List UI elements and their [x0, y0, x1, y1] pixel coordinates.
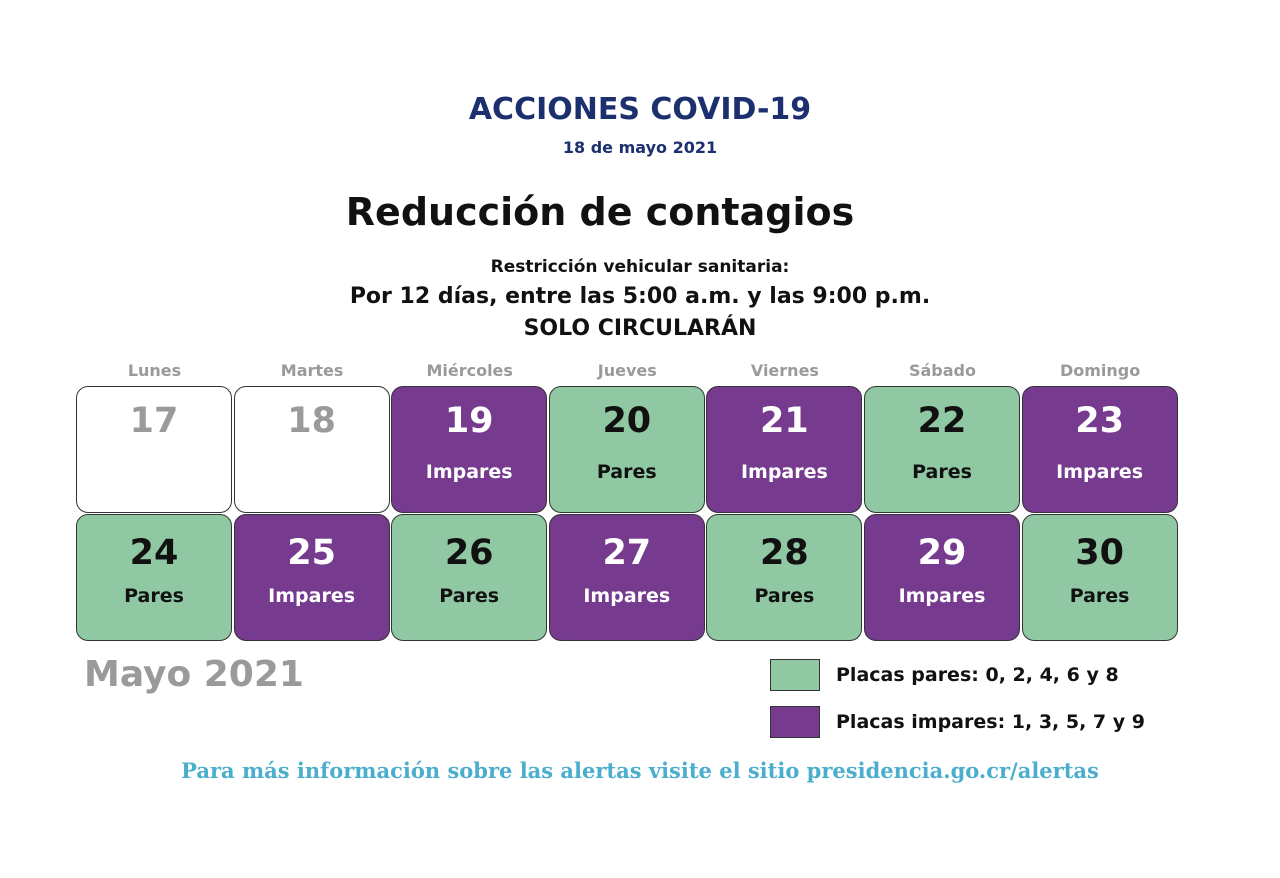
headline: Reducción de contagios — [345, 190, 855, 234]
day-name: Lunes — [127, 361, 182, 380]
legend-swatch-pares — [770, 659, 820, 691]
day-number: 22 — [917, 401, 967, 441]
date: 18 de mayo 2021 — [562, 138, 718, 157]
calendar-day-29: 29 Impares — [864, 514, 1020, 641]
day-number: 30 — [1075, 533, 1124, 573]
calendar-day-18: 18 — [233, 386, 390, 513]
plate-type-label: Pares — [124, 585, 184, 607]
day-number: 17 — [129, 401, 179, 441]
day-name: Domingo — [1059, 361, 1141, 380]
day-number: 26 — [444, 533, 494, 573]
calendar-day-19: 19 Impares — [391, 386, 548, 513]
calendar-day-30: 30 Pares — [1021, 514, 1178, 641]
page-title: ACCIONES COVID-19 — [468, 92, 812, 127]
day-number: 24 — [129, 533, 179, 573]
footer-link-text: Para más información sobre las alertas v… — [181, 758, 1099, 783]
plate-type-label: Pares — [439, 585, 500, 607]
day-number: 18 — [287, 401, 336, 441]
plate-type-label: Impares — [425, 461, 513, 483]
calendar-day-28: 28 Pares — [706, 514, 863, 641]
legend-impares: Placas impares: 1, 3, 5, 7 y 9 — [770, 706, 1145, 738]
plate-type-label: Impares — [583, 585, 671, 607]
day-name: Viernes — [750, 361, 819, 380]
calendar-day-22: 22 Pares — [864, 386, 1020, 513]
day-name: Jueves — [597, 361, 657, 380]
calendar-day-26: 26 Pares — [391, 514, 548, 641]
subtitle-line-1: Restricción vehicular sanitaria: — [490, 257, 790, 277]
day-number: 25 — [287, 533, 336, 573]
calendar-day-23: 23 Impares — [1021, 386, 1178, 513]
plate-type-label: Impares — [898, 585, 986, 607]
legend-swatch-impares — [770, 706, 820, 738]
day-name: Martes — [280, 361, 344, 380]
day-number: 29 — [917, 533, 967, 573]
day-name: Miércoles — [426, 361, 513, 380]
day-name: Sábado — [908, 361, 976, 380]
calendar-day-17: 17 — [76, 386, 232, 513]
day-number: 21 — [760, 401, 809, 441]
calendar-day-24: 24 Pares — [76, 514, 232, 641]
day-number: 19 — [444, 401, 494, 441]
day-number: 20 — [602, 401, 652, 441]
calendar-day-21: 21 Impares — [706, 386, 863, 513]
month-label: Mayo 2021 — [84, 654, 304, 695]
plate-type-label: Pares — [596, 461, 657, 483]
plate-type-label: Pares — [912, 461, 972, 483]
calendar-day-27: 27 Impares — [548, 514, 705, 641]
legend-pares: Placas pares: 0, 2, 4, 6 y 8 — [770, 659, 1119, 691]
day-number: 23 — [1075, 401, 1124, 441]
calendar-day-25: 25 Impares — [233, 514, 390, 641]
legend-label-impares: Placas impares: 1, 3, 5, 7 y 9 — [836, 711, 1145, 733]
legend-label-pares: Placas pares: 0, 2, 4, 6 y 8 — [836, 664, 1119, 686]
plate-type-label: Impares — [268, 585, 356, 607]
plate-type-label: Pares — [1069, 585, 1130, 607]
plate-type-label: Impares — [740, 461, 828, 483]
plate-type-label: Pares — [754, 585, 815, 607]
subtitle-line-3: SOLO CIRCULARÁN — [523, 316, 757, 341]
calendar-day-20: 20 Pares — [548, 386, 705, 513]
day-number: 27 — [602, 533, 652, 573]
subtitle-line-2: Por 12 días, entre las 5:00 a.m. y las 9… — [349, 284, 931, 309]
day-number: 28 — [760, 533, 809, 573]
plate-type-label: Impares — [1056, 461, 1144, 483]
